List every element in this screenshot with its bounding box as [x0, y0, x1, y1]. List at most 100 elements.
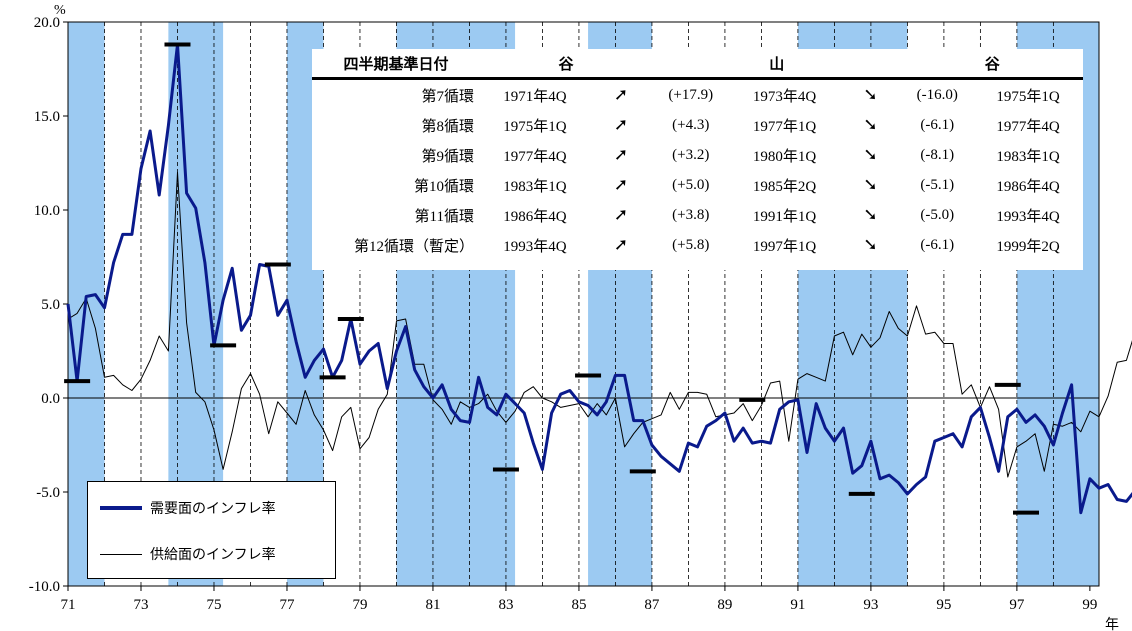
down-change: (-5.1)	[920, 176, 955, 193]
trough-end-date: 1977年4Q	[996, 118, 1060, 135]
up-arrow-icon: ➚	[613, 235, 629, 255]
cycle-name: 第12循環（暫定）	[353, 238, 474, 255]
table-row: 第7循環 1971年4Q ➚ (+17.9) 1973年4Q ➘ (-16.0) 1975年1…	[312, 79, 1083, 111]
trough-date: 1977年4Q	[503, 148, 567, 165]
arrow-cell: ➚	[590, 140, 652, 170]
up-arrow-icon: ➚	[613, 85, 629, 105]
up-change: (+5.8)	[672, 236, 710, 253]
up-change: (+5.0)	[672, 176, 710, 193]
down-arrow-icon: ➘	[863, 175, 878, 195]
trough-date: 1993年4Q	[503, 238, 567, 255]
axis-ticks: 20.0 15.0 10.0 5.0 0.0 -5.0 -10.071 73 75 77 79 81 8…	[29, 15, 1098, 613]
up-arrow-icon: ➚	[613, 205, 629, 225]
x-tick-label: 87	[644, 597, 660, 613]
trough-end-date: 1975年1Q	[996, 88, 1060, 105]
legend-demand-label: 需要面のインフレ率	[150, 501, 276, 517]
arrow-cell: ➚	[590, 170, 652, 200]
table-header-row: 四半期基準日付 谷 山 谷	[312, 49, 1083, 80]
arrow-cell: ➚	[590, 230, 652, 260]
legend-supply-swatch	[100, 553, 142, 555]
arrow-cell: ➘	[839, 79, 901, 111]
x-tick-label: 75	[206, 597, 221, 613]
trough-end-date: 1993年4Q	[996, 208, 1060, 225]
x-tick-label: 79	[352, 597, 367, 613]
up-arrow-icon: ➚	[613, 175, 629, 195]
up-change: (+3.8)	[672, 206, 710, 223]
x-tick-label: 85	[571, 597, 586, 613]
peak-date: 1991年1Q	[752, 208, 817, 225]
x-tick-label: 71	[61, 597, 76, 613]
cycle-name: 第9循環	[421, 148, 474, 165]
x-tick-label: 99	[1082, 597, 1097, 613]
table-row: 第12循環（暫定） 1993年4Q ➚ (+5.8) 1997年1Q ➘ (-6.1) 199…	[312, 230, 1083, 260]
cycle-name: 第7循環	[421, 88, 474, 105]
trough-end-date: 1999年2Q	[996, 238, 1060, 255]
table-row: 第9循環 1977年4Q ➚ (+3.2) 1980年1Q ➘ (-8.1) 1983年1Q	[312, 140, 1083, 170]
y-tick-label: 0.0	[41, 391, 60, 407]
supply-series	[67, 171, 1132, 478]
y-tick-label: -10.0	[29, 579, 60, 595]
y-tick-label: -5.0	[36, 485, 60, 501]
down-arrow-icon: ➘	[863, 205, 878, 225]
down-arrow-icon: ➘	[863, 145, 878, 165]
arrow-cell: ➘	[839, 110, 901, 140]
x-tick-label: 91	[790, 597, 805, 613]
trough-date: 1975年1Q	[503, 118, 567, 135]
business-cycle-table: 四半期基準日付 谷 山 谷 第7循環 1971年4Q ➚ (+17.9) 1973年4Q…	[312, 49, 1083, 270]
header-trough: 谷	[480, 49, 652, 80]
arrow-cell: ➚	[590, 110, 652, 140]
x-tick-label: 83	[498, 597, 513, 613]
trough-end-date: 1983年1Q	[996, 148, 1060, 165]
arrow-cell: ➚	[590, 79, 652, 111]
arrow-cell: ➘	[839, 230, 901, 260]
table-row: 第11循環 1986年4Q ➚ (+3.8) 1991年1Q ➘ (-5.0) 1993年4Q	[312, 200, 1083, 230]
y-tick-label: 15.0	[34, 109, 60, 125]
down-arrow-icon: ➘	[863, 85, 878, 105]
peak-date: 1980年1Q	[752, 148, 817, 165]
peak-date: 1985年2Q	[752, 178, 817, 195]
trough-end-date: 1986年4Q	[996, 178, 1060, 195]
down-change: (-5.0)	[920, 206, 955, 223]
x-tick-label: 77	[279, 597, 295, 613]
peak-date: 1973年4Q	[752, 88, 817, 105]
down-change: (-16.0)	[916, 86, 958, 103]
x-tick-label: 95	[936, 597, 951, 613]
x-tick-label: 93	[863, 597, 878, 613]
y-tick-label: 10.0	[34, 203, 60, 219]
up-change: (+3.2)	[672, 146, 710, 163]
y-tick-label: 20.0	[34, 15, 60, 31]
y-tick-label: 5.0	[41, 297, 60, 313]
arrow-cell: ➘	[839, 140, 901, 170]
header-cycle-date: 四半期基準日付	[312, 49, 480, 80]
down-change: (-8.1)	[920, 146, 955, 163]
down-change: (-6.1)	[920, 116, 955, 133]
header-trough-end: 谷	[901, 49, 1083, 80]
peak-date: 1997年1Q	[752, 238, 817, 255]
legend-supply-label: 供給面のインフレ率	[150, 547, 276, 563]
up-change: (+4.3)	[672, 116, 710, 133]
arrow-cell: ➚	[590, 200, 652, 230]
arrow-cell: ➘	[839, 170, 901, 200]
up-arrow-icon: ➚	[613, 115, 629, 135]
down-arrow-icon: ➘	[863, 235, 878, 255]
x-tick-label: 81	[425, 597, 440, 613]
x-tick-label: 89	[717, 597, 732, 613]
cycle-name: 第11循環	[414, 208, 474, 225]
up-arrow-icon: ➚	[613, 145, 629, 165]
legend-demand-swatch	[100, 506, 142, 510]
turning-point-markers	[64, 42, 1040, 515]
x-tick-label: 73	[133, 597, 148, 613]
supply-series-line	[67, 171, 1132, 478]
x-unit-label: 年	[1105, 617, 1119, 631]
y-unit-label: %	[54, 3, 66, 18]
trough-date: 1986年4Q	[503, 208, 567, 225]
down-arrow-icon: ➘	[863, 115, 878, 135]
x-tick-label: 97	[1009, 597, 1025, 613]
cycle-name: 第10循環	[413, 178, 474, 195]
down-change: (-6.1)	[920, 236, 955, 253]
legend-item-demand: 需要面のインフレ率	[88, 498, 276, 518]
arrow-cell: ➘	[839, 200, 901, 230]
trough-date: 1983年1Q	[503, 178, 567, 195]
legend: 需要面のインフレ率 供給面のインフレ率	[87, 481, 336, 579]
up-change: (+17.9)	[668, 86, 714, 103]
